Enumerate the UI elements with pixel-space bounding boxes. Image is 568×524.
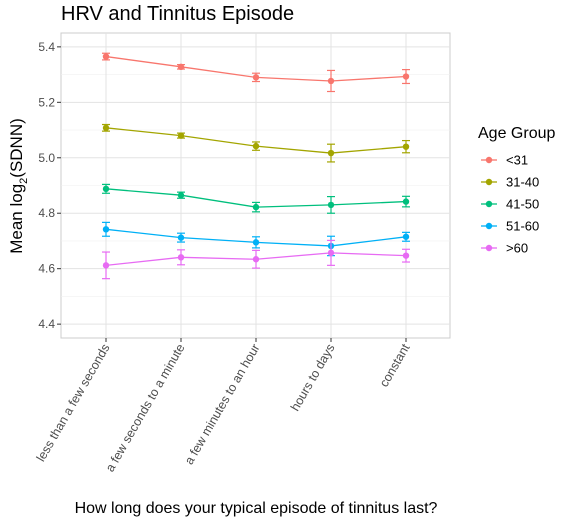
y-axis-label: Mean log2(SDNN) [7,118,30,254]
x-tick-label: a few seconds to a minute [103,341,188,474]
x-tick-label: constant [377,341,413,389]
data-point [102,185,110,193]
data-point [402,252,410,259]
x-tick-label: a few minutes to an hour [182,342,263,468]
series-2 [102,183,410,214]
data-point [402,233,410,240]
data-point [102,262,110,269]
series-1 [102,123,410,163]
series-layer [102,52,410,280]
legend-label: 31-40 [506,175,539,190]
y-tick-label: 5.4 [38,40,55,54]
legend-title: Age Group [478,125,555,142]
y-tick-label: 4.4 [38,317,55,331]
legend-key-point [485,222,493,230]
data-point [327,201,335,209]
x-tick-label: less than a few seconds [34,342,113,465]
y-axis-label-main: Mean log [7,184,26,254]
x-axis-label: How long does your typical episode of ti… [75,500,438,517]
data-point [177,254,185,261]
data-point [402,73,410,80]
x-tick-label: hours to days [288,342,338,414]
data-point [252,203,260,211]
data-point [327,77,335,85]
data-point [327,149,335,157]
y-tick-label: 5.2 [38,95,55,109]
y-tick-label: 5.0 [38,151,55,165]
data-point [102,53,110,60]
data-point [177,63,185,71]
data-point [252,74,260,81]
data-point [177,192,185,199]
y-axis: 4.4 4.6 4.8 5.0 5.2 5.4 [38,40,61,331]
y-axis-label-paren: (SDNN) [7,118,26,178]
legend-label: <31 [506,153,528,168]
y-tick-label: 4.8 [38,206,55,220]
legend-key-point [485,178,493,186]
data-point [402,143,410,150]
data-point [327,249,335,257]
legend-label: >60 [506,241,528,256]
legend-key-point [485,156,493,164]
series-0 [102,52,410,93]
y-tick-label: 4.6 [38,262,55,276]
data-point [102,226,110,233]
legend-key-point [485,200,493,208]
data-point [177,234,185,241]
data-point [252,256,260,263]
data-point [252,239,260,246]
legend-label: 41-50 [506,197,539,212]
data-point [252,142,260,150]
legend-label: 51-60 [506,219,539,234]
y-axis-label-subscript: 2 [18,178,30,184]
legend-key-point [485,244,493,252]
data-point [177,132,185,139]
data-point [402,198,410,205]
grid [61,33,450,338]
legend: Age Group <31 31-40 41-50 51-60 >60 [478,125,555,256]
chart-title: HRV and Tinnitus Episode [61,3,294,25]
data-point [102,124,110,132]
series-4 [102,239,410,280]
